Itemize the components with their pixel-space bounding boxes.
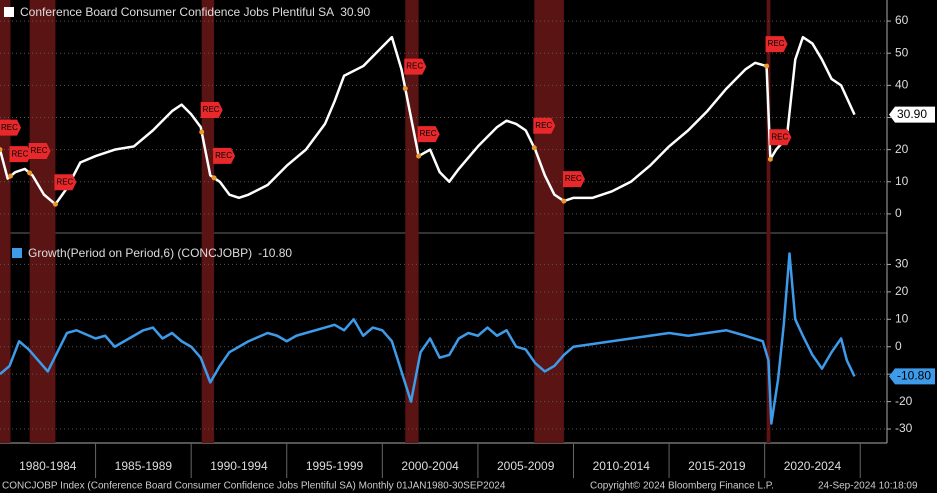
recession-band <box>201 232 215 443</box>
legend-swatch <box>4 7 14 17</box>
legend-entry: Conference Board Consumer Confidence Job… <box>20 5 334 19</box>
rec-flag <box>404 58 427 75</box>
rec-flag-label: REC <box>535 121 552 130</box>
rec-flag-label: REC <box>420 129 437 138</box>
rec-flag-label: REC <box>768 39 785 48</box>
rec-flag-label: REC <box>215 151 232 160</box>
recession-marker <box>402 86 408 92</box>
rec-flag <box>213 147 236 164</box>
last-value-tag <box>889 106 935 123</box>
rec-flag <box>54 174 77 191</box>
rec-flag <box>533 117 556 134</box>
recession-band <box>0 0 11 233</box>
x-tick-label: 1995-1999 <box>306 459 364 473</box>
series-line <box>0 35 856 206</box>
recession-marker <box>531 145 537 151</box>
recession-band <box>534 232 564 443</box>
y-tick-label: 20 <box>895 142 909 156</box>
recession-marker <box>199 129 205 135</box>
y-tick-label: 60 <box>895 13 909 27</box>
rec-flag <box>769 129 792 146</box>
footer-right: 24-Sep-2024 10:18:09 <box>818 481 918 492</box>
recession-marker <box>561 198 567 204</box>
x-tick-label: 2020-2024 <box>784 459 842 473</box>
y-tick-label: 40 <box>895 78 909 92</box>
rec-flag <box>562 171 585 188</box>
x-tick-label: 1985-1989 <box>115 459 173 473</box>
y-tick-label: 10 <box>895 311 909 325</box>
last-value-label: 30.90 <box>897 107 927 121</box>
rec-flag-label: REC <box>771 132 788 141</box>
series-line <box>0 252 856 425</box>
legend-value: -10.80 <box>258 246 292 260</box>
y-tick-label: 10 <box>895 174 909 188</box>
rec-flag <box>417 126 440 143</box>
recession-marker <box>767 156 773 162</box>
footer-center: Copyright© 2024 Bloomberg Finance L.P. <box>590 481 774 492</box>
rec-flag <box>9 146 32 163</box>
recession-band <box>29 0 56 233</box>
rec-flag <box>28 142 51 159</box>
x-tick-label: 2015-2019 <box>688 459 746 473</box>
legend-entry: Growth(Period on Period,6) (CONCJOBP) <box>28 246 252 260</box>
recession-marker <box>8 173 14 179</box>
recession-marker <box>416 153 422 159</box>
legend-swatch <box>12 248 22 258</box>
legend-value: 30.90 <box>340 5 370 19</box>
x-tick-label: 2000-2004 <box>401 459 459 473</box>
recession-band <box>29 232 56 443</box>
recession-band <box>0 232 11 443</box>
rec-flag <box>0 119 21 136</box>
x-tick-label: 2005-2009 <box>497 459 555 473</box>
recession-band <box>766 232 771 443</box>
y-tick-label: 0 <box>895 206 902 220</box>
last-value-label: -10.80 <box>897 369 931 383</box>
recession-band <box>405 232 419 443</box>
rec-flag <box>200 101 223 118</box>
y-tick-label: -30 <box>895 421 913 435</box>
x-tick-label: 2010-2014 <box>593 459 651 473</box>
recession-marker <box>52 201 58 207</box>
rec-flag-label: REC <box>406 62 423 71</box>
recession-marker <box>764 63 770 69</box>
y-tick-label: -20 <box>895 394 913 408</box>
rec-flag-label: REC <box>203 105 220 114</box>
recession-marker <box>0 147 3 153</box>
footer-left: CONCJOBP Index (Conference Board Consume… <box>2 481 506 492</box>
last-value-tag <box>889 368 935 385</box>
rec-flag-label: REC <box>565 174 582 183</box>
rec-flag-label: REC <box>12 149 29 158</box>
y-tick-label: 30 <box>895 257 909 271</box>
rec-flag-label: REC <box>56 177 73 186</box>
rec-flag-label: REC <box>31 146 48 155</box>
rec-flag-label: REC <box>1 123 18 132</box>
x-tick-label: 1980-1984 <box>19 459 77 473</box>
x-tick-label: 1990-1994 <box>210 459 268 473</box>
y-tick-label: 50 <box>895 45 909 59</box>
recession-band <box>534 0 564 233</box>
recession-marker <box>211 175 217 181</box>
rec-flag <box>765 36 788 53</box>
y-tick-label: 20 <box>895 284 909 298</box>
recession-marker <box>27 170 33 176</box>
y-tick-label: 0 <box>895 339 902 353</box>
